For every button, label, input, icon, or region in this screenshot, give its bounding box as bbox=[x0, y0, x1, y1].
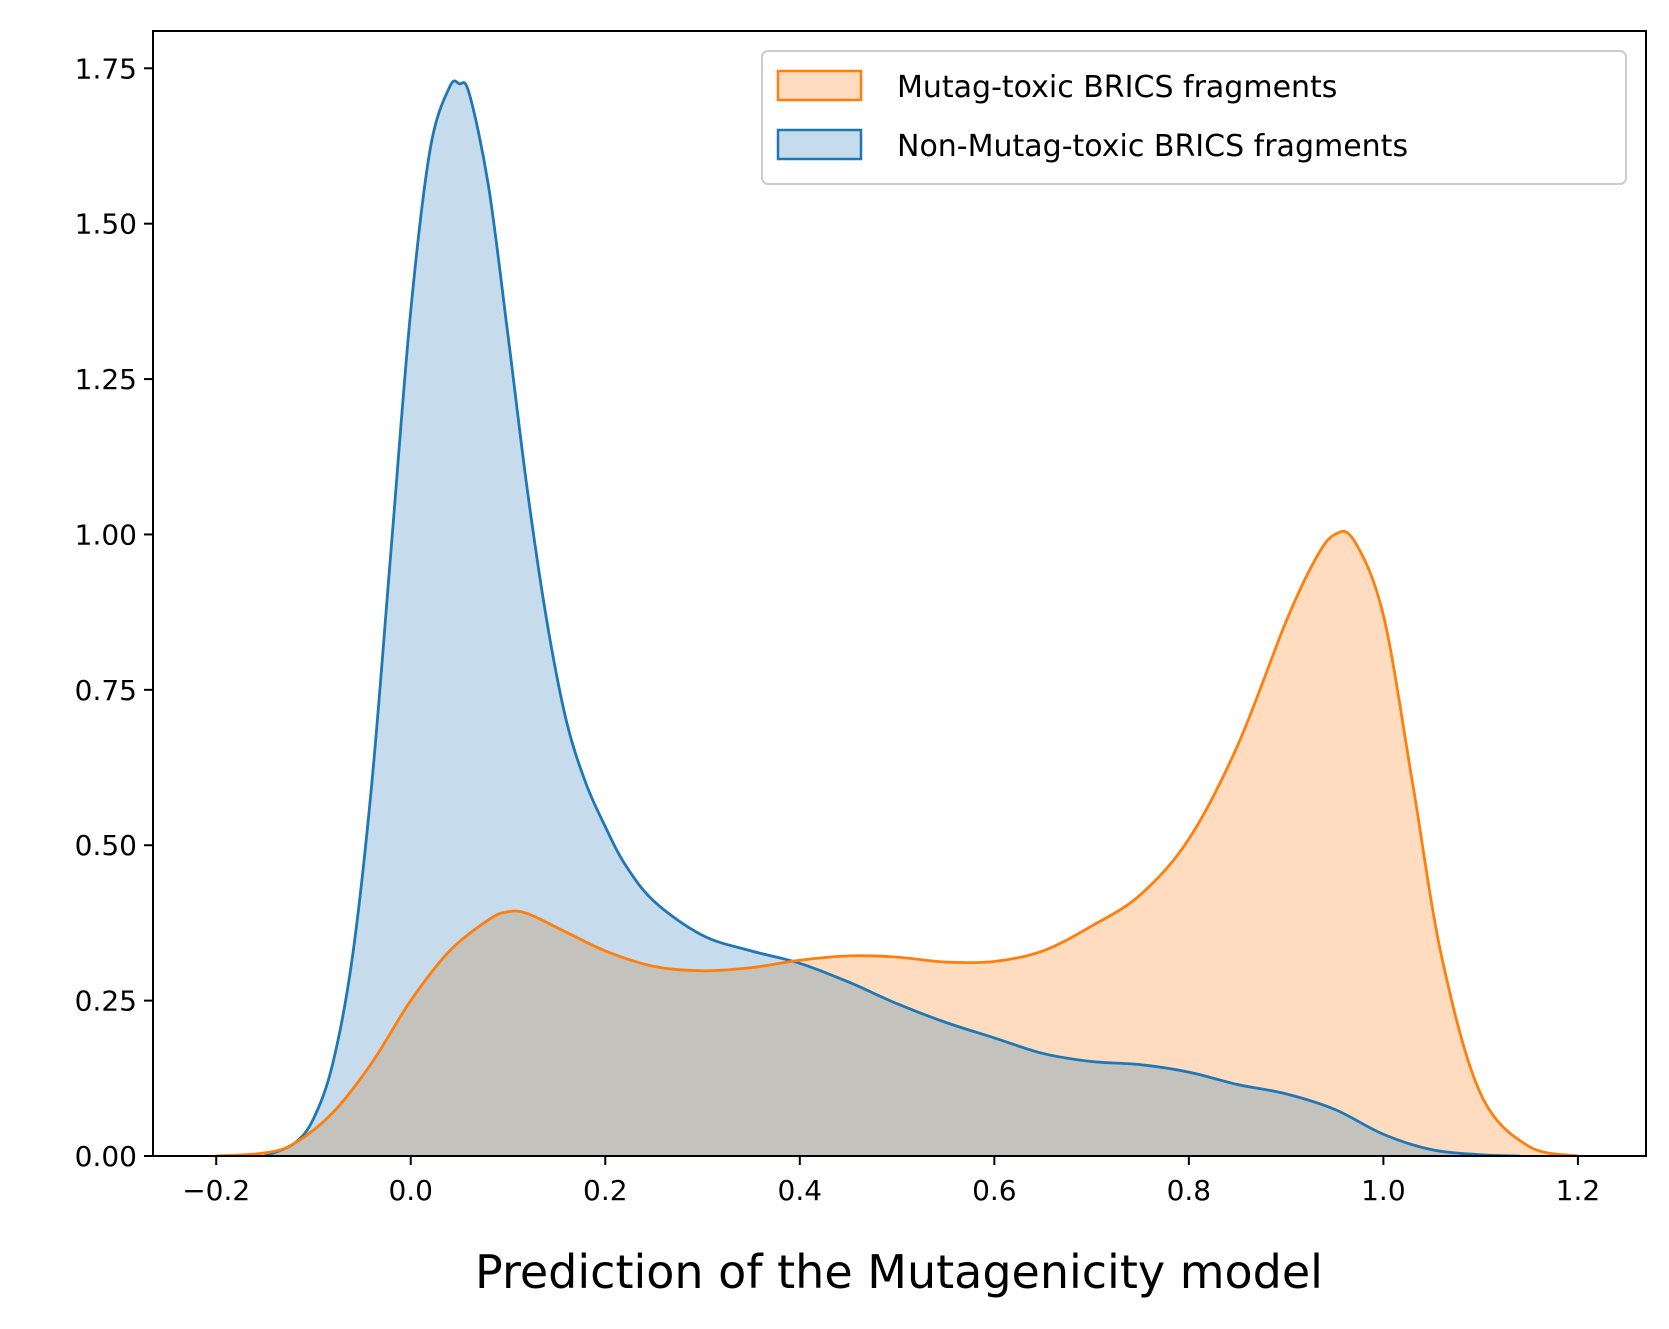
x-tick-label: −0.2 bbox=[182, 1174, 250, 1207]
legend-swatch-mutag bbox=[776, 69, 863, 102]
x-tick-label: 1.0 bbox=[1361, 1174, 1406, 1207]
y-tick-label: 0.75 bbox=[75, 674, 137, 707]
legend-label-mutag: Mutag-toxic BRICS fragments bbox=[897, 70, 1337, 105]
legend-box bbox=[761, 50, 1627, 185]
y-tick-label: 1.50 bbox=[75, 208, 137, 241]
mutag-density-line bbox=[216, 529, 1579, 1156]
x-axis-title: Prediction of the Mutagenicity model bbox=[475, 1245, 1323, 1299]
legend-label-non-mutag: Non-Mutag-toxic BRICS fragments bbox=[897, 129, 1408, 164]
legend-swatch-non-mutag bbox=[776, 128, 863, 161]
y-tick-label: 0.25 bbox=[75, 985, 137, 1018]
x-tick-label: 1.2 bbox=[1556, 1174, 1601, 1207]
y-tick-label: 1.75 bbox=[75, 52, 137, 85]
y-tick-label: 0.00 bbox=[75, 1140, 137, 1173]
x-tick-label: 0.4 bbox=[778, 1174, 823, 1207]
plot-area bbox=[216, 79, 1579, 1156]
x-tick-label: 0.6 bbox=[972, 1174, 1017, 1207]
x-tick-label: 0.0 bbox=[388, 1174, 433, 1207]
y-axis: 0.00 0.25 0.50 0.75 1.00 1.25 1.50 1.75 bbox=[75, 52, 153, 1173]
x-tick-label: 0.8 bbox=[1167, 1174, 1212, 1207]
legend: Mutag-toxic BRICS fragments Non-Mutag-to… bbox=[761, 50, 1627, 185]
y-tick-label: 1.00 bbox=[75, 518, 137, 551]
y-tick-label: 0.50 bbox=[75, 829, 137, 862]
non-mutag-density-line bbox=[264, 79, 1520, 1156]
plot-frame bbox=[152, 30, 1647, 1157]
y-tick-label: 1.25 bbox=[75, 363, 137, 396]
x-tick-label: 0.2 bbox=[583, 1174, 628, 1207]
non-mutag-density-fill bbox=[264, 80, 1520, 1156]
x-axis: −0.2 0.0 0.2 0.4 0.6 0.8 1.0 1.2 bbox=[182, 1156, 1600, 1207]
